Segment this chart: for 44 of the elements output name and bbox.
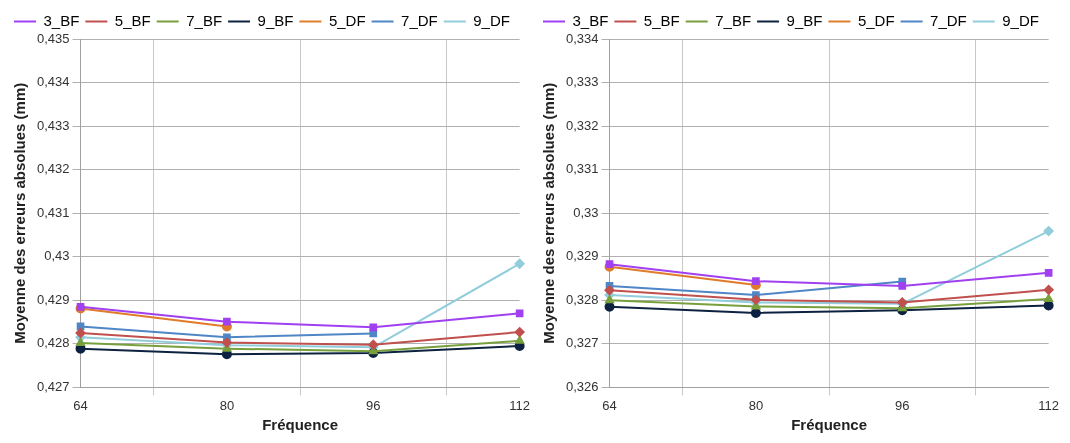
x-tick-label: 64 — [73, 397, 88, 413]
y-tick-label: 0,432 — [36, 161, 70, 177]
y-tick-label: 0,326 — [565, 378, 599, 394]
y-tick-label: 0,428 — [36, 335, 70, 351]
y-tick-label: 0,433 — [36, 117, 70, 133]
x-tick-label: 80 — [219, 397, 235, 413]
legend-label: 7_DF — [930, 11, 967, 29]
y-tick-label: 0,333 — [565, 74, 599, 90]
legend-label: 5_DF — [328, 11, 366, 29]
y-axis-title: Moyenne des erreurs absolues (mm) — [540, 82, 558, 344]
y-tick-label: 0,327 — [565, 335, 599, 351]
x-tick-label: 112 — [509, 397, 530, 413]
y-tick-label: 0,435 — [36, 30, 70, 46]
x-tick-label: 96 — [895, 397, 910, 413]
legend-label: 9_BF — [786, 11, 823, 29]
y-tick-label: 0,328 — [565, 291, 599, 307]
y-tick-label: 0,334 — [565, 30, 599, 46]
y-tick-label: 0,431 — [36, 204, 70, 220]
x-tick-label: 112 — [1038, 397, 1059, 413]
legend-label: 9_DF — [1002, 11, 1039, 29]
x-tick-label: 80 — [748, 397, 764, 413]
legend-label: 5_BF — [643, 11, 680, 29]
x-axis-title: Fréquence — [262, 416, 339, 434]
legend-label: 7_BF — [715, 11, 752, 29]
y-tick-label: 0,427 — [36, 378, 70, 394]
legend-label: 3_BF — [572, 11, 609, 29]
legend-label: 9_DF — [473, 11, 510, 29]
y-tick-label: 0,43 — [44, 248, 70, 264]
legend-label: 9_BF — [257, 11, 294, 29]
y-tick-label: 0,33 — [573, 204, 599, 220]
legend-label: 7_BF — [186, 11, 223, 29]
y-tick-label: 0,331 — [565, 161, 599, 177]
y-axis-title: Moyenne des erreurs absolues (mm) — [11, 82, 29, 344]
x-axis-title: Fréquence — [791, 416, 868, 434]
x-tick-label: 64 — [602, 397, 617, 413]
y-tick-label: 0,434 — [36, 74, 70, 90]
legend-label: 3_BF — [43, 11, 80, 29]
legend-label: 5_DF — [857, 11, 895, 29]
y-tick-label: 0,329 — [565, 248, 599, 264]
legend-label: 5_BF — [114, 11, 151, 29]
legend-label: 7_DF — [401, 11, 438, 29]
y-tick-label: 0,429 — [36, 291, 70, 307]
x-tick-label: 96 — [366, 397, 381, 413]
y-tick-label: 0,332 — [565, 117, 599, 133]
